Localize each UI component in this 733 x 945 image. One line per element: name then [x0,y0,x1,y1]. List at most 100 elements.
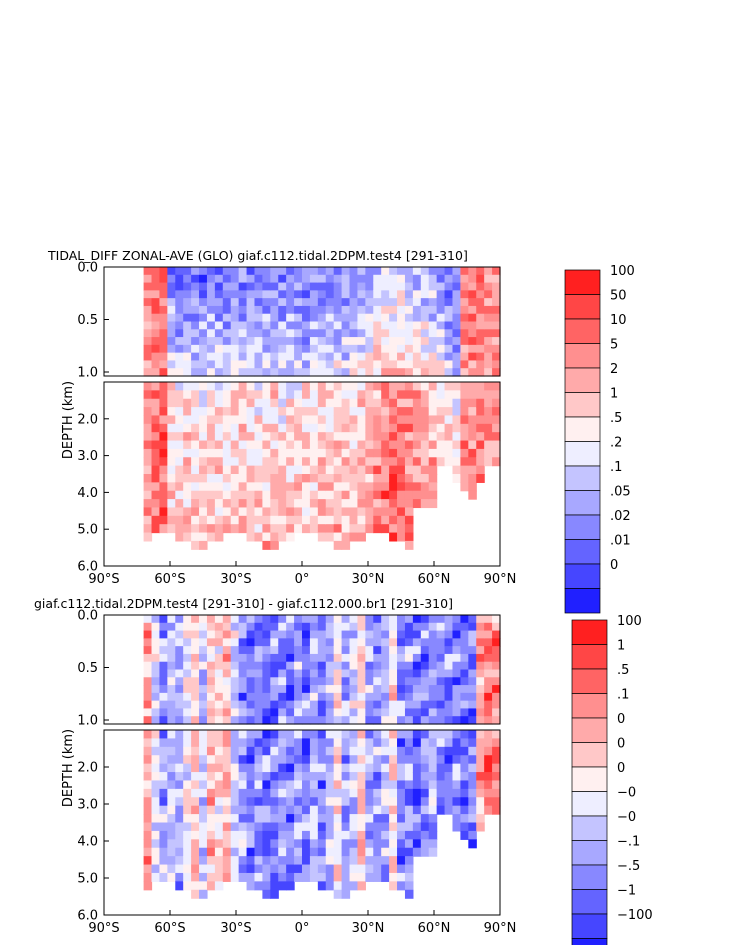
heatmap-cell [436,368,446,377]
heatmap-cell [428,465,438,475]
heatmap-cell [246,780,256,790]
heatmap-cell [420,382,430,391]
heatmap-cell [468,398,477,408]
heatmap-cell [397,305,406,315]
heatmap-cell [460,432,469,442]
heatmap-cell [151,474,161,483]
heatmap-cell [143,755,153,765]
heatmap-cell [349,337,359,346]
heatmap-cell [468,839,477,849]
heatmap-cell [389,881,398,891]
heatmap-cell [143,474,153,483]
heatmap-cell [381,839,390,849]
heatmap-cell [325,661,335,671]
heatmap-cell [230,382,240,391]
heatmap-cell [206,872,216,882]
heatmap-cell [317,788,327,798]
heatmap-cell [468,763,477,773]
heatmap-cell [167,368,176,377]
heatmap-cell [230,515,240,525]
heatmap-cell [270,368,279,377]
heatmap-cell [349,490,359,500]
colorbar-label: 2 [610,362,618,377]
heatmap-cell [230,298,240,307]
heatmap-cell [278,685,287,694]
heatmap-cell [444,440,454,450]
heatmap-cell [159,329,168,338]
heatmap-cell [492,440,501,450]
heatmap-cell [420,432,430,442]
heatmap-cell [294,448,303,458]
heatmap-cell [238,282,248,291]
heatmap-cell [270,822,279,832]
heatmap-cell [262,490,271,500]
heatmap-cell [270,305,279,315]
heatmap-cell [492,630,501,639]
y-tick-label: 1.0 [77,714,98,729]
heatmap-cell [175,274,184,284]
heatmap-cell [333,532,343,542]
heatmap-cell [333,432,343,442]
heatmap-cell [159,730,168,740]
heatmap-cell [468,352,477,362]
heatmap-cell [206,298,216,307]
heatmap-cell [357,839,366,849]
heatmap-cell [270,839,279,849]
heatmap-cell [492,763,501,773]
heatmap-cell [230,630,240,639]
heatmap-cell [309,282,319,291]
heatmap-cell [262,390,271,400]
heatmap-cell [428,772,438,782]
heatmap-cell [175,423,184,433]
heatmap-cell [341,282,351,291]
heatmap-cell [167,677,176,686]
heatmap-cell [262,274,271,284]
heatmap-cell [262,321,271,330]
heatmap-cell [325,630,335,639]
heatmap-cell [286,490,295,500]
heatmap-cell [420,814,430,824]
heatmap-cell [492,746,501,756]
heatmap-cell [412,830,422,840]
heatmap-cell [230,708,240,717]
heatmap-cell [373,407,382,417]
heatmap-cell [492,390,501,400]
heatmap-cell [302,638,311,647]
heatmap-cell [389,856,398,866]
heatmap-cell [468,282,477,291]
heatmap-cell [404,864,414,874]
heatmap-cell [325,788,335,798]
heatmap-cell [214,692,224,702]
heatmap-cell [270,755,279,765]
heatmap-cell [357,700,366,710]
heatmap-cell [373,669,382,678]
heatmap-cell [262,360,271,369]
heatmap-cell [151,822,161,832]
heatmap-cell [246,448,256,458]
x-tick-label: 60°N [418,921,451,936]
heatmap-cell [420,457,430,467]
heatmap-cell [167,763,176,773]
heatmap-cell [183,440,192,450]
heatmap-cell [238,814,248,824]
heatmap-cell [270,298,279,307]
heatmap-cell [286,344,295,354]
heatmap-cell [151,465,161,475]
heatmap-cell [389,830,398,840]
heatmap-cell [404,669,414,678]
heatmap-cell [309,368,319,377]
heatmap-cell [365,716,374,725]
heatmap-cell [317,313,327,323]
heatmap-cell [254,465,263,475]
x-tick-label: 90°N [484,921,517,936]
heatmap-cell [365,515,374,525]
heatmap-cell [428,814,438,824]
heatmap-cell [302,407,311,417]
heatmap-cell [460,677,469,686]
heatmap-cell [270,360,279,369]
heatmap-cell [230,822,240,832]
heatmap-cell [397,415,406,425]
heatmap-cell [333,730,343,740]
heatmap-cell [254,763,263,773]
colorbar-label: −0 [617,810,636,825]
